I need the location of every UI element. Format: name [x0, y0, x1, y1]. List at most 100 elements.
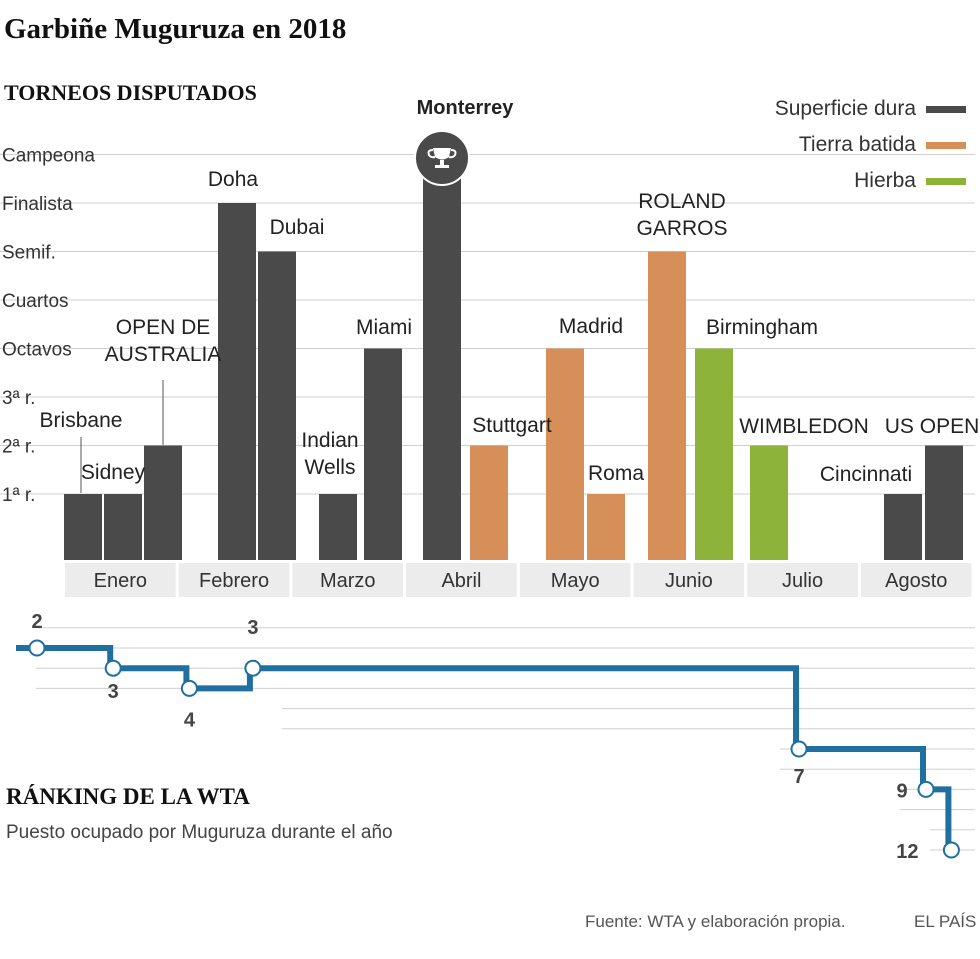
ranking-point — [180, 679, 198, 697]
month-label: Mayo — [551, 570, 600, 592]
ranking-line-chart: 2 3 4 3 7 9 12 — [16, 611, 960, 863]
trophy-handle-left — [427, 149, 436, 159]
trophy-base — [435, 165, 449, 168]
level-label: Octavos — [2, 340, 72, 361]
month-band-marzo — [292, 563, 404, 597]
ranking-line — [16, 645, 952, 853]
tournament-label: Wells — [305, 456, 356, 479]
legend-swatch-superficie-dura — [926, 106, 966, 113]
level-label: 1ª r. — [2, 485, 35, 506]
month-label: Marzo — [320, 570, 376, 592]
bar-brisbane — [104, 494, 142, 560]
month-label: Julio — [782, 570, 823, 592]
ranking-point-label: 7 — [793, 766, 804, 788]
tournament-label: Cincinnati — [820, 463, 912, 486]
trophy-stem — [440, 160, 444, 165]
bar-doha — [218, 203, 256, 560]
month-label: Febrero — [199, 570, 269, 592]
brand-label: EL PAÍS — [914, 912, 976, 931]
tournament-label: Roma — [588, 462, 644, 485]
bar-sidney — [64, 494, 102, 560]
ranking-point-label: 3 — [247, 617, 258, 639]
tournament-label: US OPEN — [885, 415, 980, 438]
ranking-point-label: 3 — [108, 681, 119, 703]
level-label: Finalista — [2, 194, 73, 215]
tournament-label: Doha — [208, 168, 259, 191]
level-axis: 1ª r. 2ª r. 3ª r. Octavos Cuartos Semif. Final… — [2, 146, 95, 507]
level-label: Cuartos — [2, 291, 69, 312]
month-band-mayo — [519, 563, 631, 597]
ranking-point — [917, 780, 935, 798]
legend: Superficie dura Tierra batida Hierba — [775, 97, 966, 192]
month-band-junio — [633, 563, 745, 597]
tournament-label: Indian — [301, 429, 358, 452]
legend-label-hierba: Hierba — [854, 169, 916, 192]
month-axis: Enero Febrero Marzo Abril Mayo Junio Julio Agos… — [65, 563, 972, 597]
tournament-label: Sidney — [81, 461, 146, 484]
tournament-label: Brisbane — [40, 409, 123, 432]
tournament-labels: Sidney Brisbane OPEN DE AUSTRALIA Doha Dubai I… — [40, 97, 980, 493]
ranking-gridlines — [36, 627, 975, 851]
bar-wimbledon — [750, 445, 788, 560]
ranking-point-label: 12 — [896, 841, 918, 863]
chart-title: Garbiñe Muguruza en 2018 — [4, 13, 346, 45]
trophy-handle-right — [448, 149, 457, 159]
level-label: 3ª r. — [2, 388, 35, 409]
month-band-agosto — [860, 563, 972, 597]
ranking-point-label: 2 — [31, 611, 42, 633]
month-band-abril — [406, 563, 517, 597]
tournament-label: Monterrey — [417, 97, 515, 119]
tournament-label: GARROS — [636, 217, 727, 240]
bar-stuttgart — [470, 445, 508, 560]
legend-swatch-tierra-batida — [926, 142, 966, 149]
bar-cincinnati — [884, 494, 922, 560]
month-band-febrero — [178, 563, 290, 597]
bar-us-open — [925, 445, 963, 560]
ranking-point-label: 4 — [184, 709, 196, 731]
ranking-point — [104, 659, 122, 677]
tournament-label: Madrid — [559, 315, 623, 338]
tournament-label: Miami — [356, 316, 412, 339]
ranking-point — [28, 639, 46, 657]
bar-birmingham — [695, 348, 733, 560]
tournament-label: OPEN DE — [116, 316, 211, 339]
ranking-point — [942, 841, 960, 859]
tournament-label: Stuttgart — [472, 414, 552, 437]
level-label: Semif. — [2, 243, 56, 264]
level-label: Campeona — [2, 146, 95, 167]
tournament-label: ROLAND — [638, 190, 726, 213]
trophy-cup — [433, 148, 451, 160]
legend-swatch-hierba — [926, 178, 966, 185]
bar-chart-title: TORNEOS DISPUTADOS — [4, 80, 257, 105]
tournament-label: Birmingham — [706, 316, 818, 339]
legend-label-tierra-batida: Tierra batida — [799, 133, 916, 156]
month-band-julio — [747, 563, 858, 597]
ranking-point — [790, 740, 808, 758]
bar-monterrey — [423, 154, 461, 560]
tournament-label: AUSTRALIA — [105, 343, 222, 366]
ranking-point-label: 9 — [896, 780, 907, 802]
bar-miami — [364, 348, 402, 560]
tournament-label: Dubai — [270, 216, 325, 239]
ranking-title: RÁNKING DE LA WTA — [6, 784, 250, 809]
bar-open-de-australia — [144, 445, 182, 560]
ranking-subtitle: Puesto ocupado por Muguruza durante el a… — [6, 822, 393, 843]
tournament-label: WIMBLEDON — [739, 415, 869, 438]
month-label: Abril — [441, 570, 481, 592]
bar-madrid — [546, 348, 584, 560]
bar-roland-garros — [648, 251, 686, 560]
bar-roma — [587, 494, 625, 560]
month-label: Enero — [94, 570, 147, 592]
trophy-icon — [427, 148, 457, 168]
source-note: Fuente: WTA y elaboración propia. — [585, 912, 846, 931]
legend-label-superficie-dura: Superficie dura — [775, 97, 917, 120]
ranking-point — [244, 659, 262, 677]
tournament-bars — [64, 154, 963, 560]
level-label: 2ª r. — [2, 437, 35, 458]
bar-dubai — [258, 251, 296, 560]
month-label: Junio — [665, 570, 713, 592]
bar-indian-wells — [319, 494, 357, 560]
month-band-enero — [65, 563, 176, 597]
month-label: Agosto — [885, 570, 947, 592]
